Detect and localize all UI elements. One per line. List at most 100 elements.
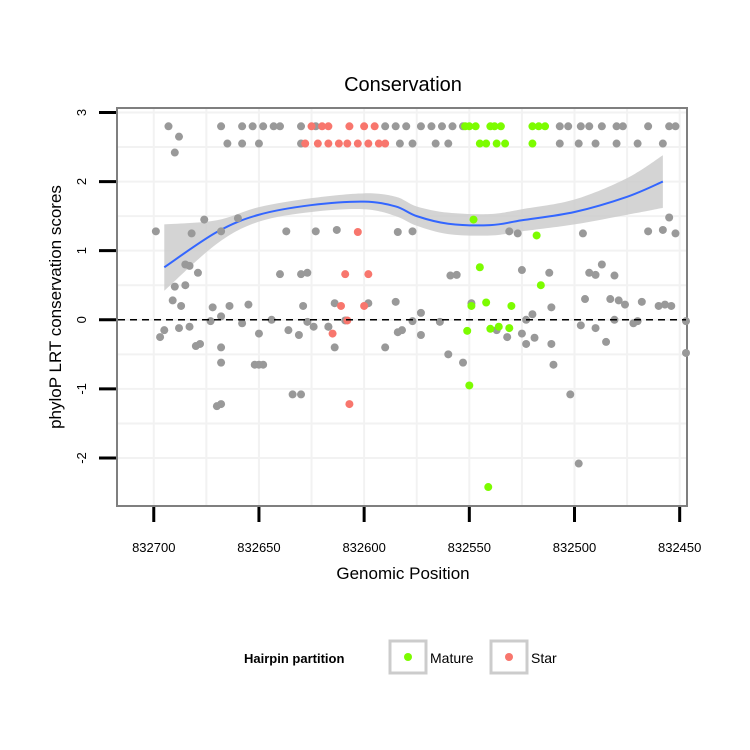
star-point <box>328 329 337 338</box>
star-point <box>364 270 373 279</box>
other-point <box>585 122 594 131</box>
other-point <box>452 270 461 279</box>
legend-swatch-mature <box>404 653 412 661</box>
other-point <box>275 122 284 131</box>
other-point <box>566 390 575 399</box>
other-point <box>517 266 526 275</box>
mature-point <box>528 139 537 148</box>
other-point <box>217 358 226 367</box>
other-point <box>408 227 417 236</box>
plot-panel <box>116 107 688 507</box>
other-point <box>547 303 556 312</box>
other-point <box>416 330 425 339</box>
x-tick-label: 832550 <box>448 540 491 555</box>
other-point <box>294 330 303 339</box>
star-point <box>336 301 345 310</box>
other-point <box>393 228 402 237</box>
other-point <box>217 122 226 131</box>
star-point <box>334 139 343 148</box>
other-point <box>671 122 680 131</box>
star-point <box>364 139 373 148</box>
other-point <box>427 122 436 131</box>
other-point <box>187 229 196 238</box>
x-tick-label: 832500 <box>553 540 596 555</box>
star-point <box>341 270 350 279</box>
star-point <box>318 122 327 131</box>
confidence-band <box>164 155 663 291</box>
mature-point <box>471 122 480 131</box>
star-point <box>324 122 333 131</box>
other-point <box>391 297 400 306</box>
other-point <box>303 268 312 277</box>
other-point <box>555 139 564 148</box>
star-point <box>374 139 383 148</box>
other-point <box>391 122 400 131</box>
other-point <box>217 400 226 409</box>
points-layer <box>118 122 690 492</box>
other-point <box>303 317 312 326</box>
other-point <box>658 139 667 148</box>
other-point <box>269 122 278 131</box>
y-tick-label: 1 <box>74 247 89 254</box>
other-point <box>591 139 600 148</box>
other-point <box>408 139 417 148</box>
star-point <box>345 400 354 409</box>
other-point <box>654 301 663 310</box>
x-tick-label: 832600 <box>342 540 385 555</box>
other-point <box>175 324 184 333</box>
mature-point <box>475 263 484 272</box>
other-point <box>254 360 263 369</box>
other-point <box>275 270 284 279</box>
mature-point <box>528 122 537 131</box>
other-point <box>522 339 531 348</box>
x-tick-label: 832650 <box>237 540 280 555</box>
other-point <box>297 270 306 279</box>
other-point <box>644 122 653 131</box>
y-tick-label: 0 <box>74 316 89 323</box>
mature-point <box>494 322 503 331</box>
other-point <box>164 122 173 131</box>
other-point <box>332 225 341 234</box>
other-point <box>238 122 247 131</box>
mature-point <box>541 122 550 131</box>
other-point <box>168 296 177 305</box>
other-point <box>667 301 676 310</box>
other-point <box>545 268 554 277</box>
legend-swatch-star <box>505 653 513 661</box>
x-tick-label: 832450 <box>658 540 701 555</box>
other-point <box>444 350 453 359</box>
other-point <box>206 317 215 326</box>
mature-point <box>492 139 501 148</box>
other-point <box>644 227 653 236</box>
star-point <box>381 139 390 148</box>
other-point <box>597 122 606 131</box>
other-point <box>330 299 339 308</box>
other-point <box>193 268 202 277</box>
other-point <box>459 358 468 367</box>
other-point <box>591 324 600 333</box>
other-point <box>614 296 623 305</box>
other-point <box>177 301 186 310</box>
star-point <box>370 122 379 131</box>
other-point <box>309 322 318 331</box>
other-point <box>431 139 440 148</box>
other-point <box>185 322 194 331</box>
other-point <box>612 122 621 131</box>
other-point <box>160 326 169 335</box>
other-point <box>324 322 333 331</box>
other-point <box>175 132 184 141</box>
other-point <box>297 122 306 131</box>
confidence-band-layer <box>163 155 664 291</box>
other-point <box>610 271 619 280</box>
other-point <box>233 214 242 223</box>
other-point <box>528 310 537 319</box>
other-point <box>682 317 690 326</box>
other-point <box>633 139 642 148</box>
other-point <box>408 317 417 326</box>
x-tick-label: 832700 <box>132 540 175 555</box>
other-point <box>185 261 194 270</box>
other-point <box>665 213 674 222</box>
mature-point <box>536 281 545 290</box>
other-point <box>606 295 615 304</box>
